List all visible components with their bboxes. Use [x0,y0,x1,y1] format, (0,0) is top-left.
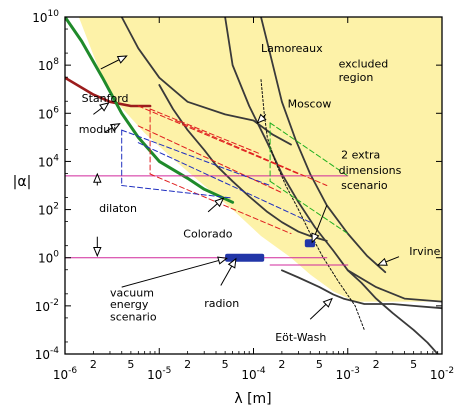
x-minor-label: 2 [184,358,191,371]
y-tick-label: 102 [38,202,59,218]
series-line-lamoreaux-6 [260,79,365,331]
y-axis-label: |α| [13,174,32,190]
x-minor-label: 2 [278,358,285,371]
annotation-region: region [339,71,374,84]
excluded-region-area [78,17,442,302]
marker-radion [225,253,265,262]
series-line-colorado-2 [158,84,328,242]
x-tick-label: 10-3 [336,366,360,382]
annotation-dilaton: dilaton [99,202,137,215]
x-minor-label: 5 [127,358,134,371]
series-line-blue-24 [121,185,234,199]
annotation-energy: energy [110,298,149,311]
x-tick-label: 10-2 [430,366,454,382]
arrow-head-2 [109,123,121,132]
arrow-head-10 [376,257,388,266]
arrow-head-1 [99,102,110,112]
x-tick-label: 10-5 [147,366,171,382]
annotation-scenario: scenario [110,310,157,323]
arrow-head-5 [93,247,102,258]
annotation-stanford: Stanford [82,92,129,105]
arrow-head-0 [116,55,128,64]
arrow-head-4 [93,172,102,183]
series-line-lamoreaux-0 [120,17,292,146]
series-line-eot-wash-4 [281,269,442,310]
arrow-shaft-8 [121,257,227,288]
annotation-moscow: Moscow [288,98,332,111]
annotation-moduli: moduli [79,123,117,136]
x-minor-label: 2 [373,358,380,371]
series-line-red-13 [137,105,299,175]
annotation-excluded: excluded [339,58,389,71]
x-minor-label: 5 [410,358,417,371]
y-tick-label: 1010 [32,9,59,25]
annotation-2-extra: 2 extra [341,149,380,162]
annotation-eot-wash: Eöt-Wash [275,331,326,344]
annotation-lamoreaux: Lamoreaux [261,42,323,55]
x-tick-label: 10-6 [53,366,78,382]
series-line-blue-21 [137,142,311,223]
series-line-moscow-1 [260,17,387,274]
y-tick-label: 10-2 [35,298,59,314]
annotation-dimensions: dimensions [339,164,402,177]
y-tick-label: 108 [38,57,59,73]
arrow-head-11 [322,297,333,308]
plot-content [65,17,442,354]
annotation-radion: radion [204,297,239,310]
y-tick-label: 10-4 [35,346,60,362]
annotation-scenario: scenario [341,179,388,192]
arrow-head-9 [227,257,237,269]
annotation-irvine: Irvine [409,245,440,258]
x-minor-label: 5 [316,358,323,371]
series-line-red-12 [137,125,283,194]
x-axis-label: λ [m] [234,391,271,407]
plot-frame [64,16,443,355]
y-tick-label: 104 [38,153,59,169]
series-line-stanford-7 [65,76,152,108]
annotation-vacuum: vacuum [110,286,154,299]
arrow-head-7 [311,232,320,244]
y-tick-label: 106 [38,105,59,121]
arrow-head-8 [217,256,228,265]
series-line-blue-23 [121,129,271,186]
arrow-head-3 [256,113,267,124]
series-line-red-15 [149,108,262,155]
annotation-colorado: Colorado [183,227,232,240]
arrow-head-6 [214,197,225,208]
series-line-eot-wash-5 [346,269,439,354]
x-minor-label: 5 [222,358,229,371]
series-line-red-14 [175,120,328,186]
series-line-moduli-8 [65,17,235,204]
x-tick-label: 10-4 [241,366,266,382]
series-line-green-18 [269,122,349,177]
series-line-green-20 [269,180,349,235]
y-tick-label: 100 [38,250,59,266]
series-line-irvine-3 [224,17,442,303]
x-minor-label: 2 [90,358,97,371]
